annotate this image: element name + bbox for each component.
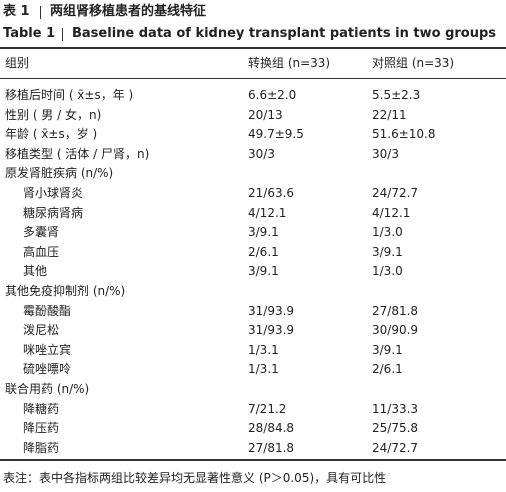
- row-label: 糖尿病肾病: [23, 205, 84, 220]
- cell: 1/3.0: [372, 225, 403, 240]
- row-label: 移植后时间 ( x̄±s，年 ): [5, 88, 134, 102]
- column-header: 对照组 (n=33): [372, 56, 455, 70]
- row-label: 降压药: [23, 421, 60, 436]
- row-label: 降脂药: [23, 440, 60, 455]
- group-label: 原发肾脏疾病 (n/%): [5, 166, 114, 181]
- row-label: 硫唑嘌呤: [23, 362, 72, 377]
- cell: 3/9.1: [248, 225, 279, 240]
- bottom-rule: [0, 459, 506, 461]
- row-label: 其他: [23, 264, 48, 279]
- row-label: 咪唑立宾: [23, 342, 72, 357]
- cell: 3/9.1: [248, 264, 279, 279]
- cell: 30/3: [372, 146, 399, 161]
- cell: 20/13: [248, 107, 283, 122]
- row-label: 降糖药: [23, 401, 60, 416]
- top-rule: [0, 47, 506, 49]
- cell: 4/12.1: [248, 205, 287, 220]
- row-label: 泼尼松: [23, 323, 60, 338]
- cell: 11/33.3: [372, 401, 419, 416]
- cell: 3/9.1: [372, 244, 403, 259]
- cell: 1/3.1: [248, 342, 279, 357]
- cell: 2/6.1: [248, 244, 279, 259]
- cell: 31/93.9: [248, 323, 295, 338]
- cell: 31/93.9: [248, 303, 295, 318]
- cell: 30/3: [248, 146, 275, 161]
- table-title-en: Baseline data of kidney transplant patie…: [72, 26, 497, 41]
- group-label: 其他免疫抑制剂 (n/%): [5, 284, 126, 298]
- group-label: 联合用药 (n/%): [5, 382, 90, 396]
- header-rule: [0, 78, 506, 79]
- table-label-en: Table 1: [3, 26, 56, 41]
- table-title: 两组肾移植患者的基线特征: [50, 4, 207, 19]
- cell: 30/90.9: [372, 323, 419, 338]
- cell: 1/3.1: [248, 362, 279, 377]
- cell: 21/63.6: [248, 186, 295, 200]
- cell: 4/12.1: [372, 205, 411, 220]
- separator: [40, 6, 41, 19]
- cell: 27/81.8: [372, 303, 419, 318]
- cell: 24/72.7: [372, 440, 419, 455]
- cell: 28/84.8: [248, 421, 295, 436]
- cell: 24/72.7: [372, 186, 419, 200]
- cell: 1/3.0: [372, 264, 403, 279]
- row-label: 高血压: [23, 244, 60, 259]
- cell: 2/6.1: [372, 362, 403, 377]
- cell: 51.6±10.8: [372, 127, 436, 142]
- footnote: 表注：表中各指标两组比较差异均无显著性意义 (P＞0.05)，具有可比性: [3, 471, 387, 485]
- cell: 49.7±9.5: [248, 127, 304, 142]
- row-label: 移植类型 ( 活体 / 尸肾，n): [5, 146, 150, 161]
- row-label: 多囊肾: [23, 225, 60, 240]
- table-label: 表 1: [3, 4, 30, 19]
- column-header: 组别: [5, 56, 30, 70]
- cell: 22/11: [372, 107, 407, 122]
- cell: 5.5±2.3: [372, 88, 421, 102]
- cell: 3/9.1: [372, 342, 403, 357]
- row-label: 霉酚酸酯: [23, 303, 72, 318]
- cell: 7/21.2: [248, 401, 287, 416]
- row-label: 肾小球肾炎: [23, 186, 84, 200]
- column-header: 转换组 (n=33): [248, 56, 331, 70]
- row-label: 年龄 ( x̄±s，岁 ): [5, 127, 98, 142]
- row-label: 性别 ( 男 / 女，n): [5, 107, 102, 122]
- cell: 6.6±2.0: [248, 88, 297, 102]
- separator: [62, 28, 63, 41]
- cell: 27/81.8: [248, 440, 295, 455]
- cell: 25/75.8: [372, 421, 419, 436]
